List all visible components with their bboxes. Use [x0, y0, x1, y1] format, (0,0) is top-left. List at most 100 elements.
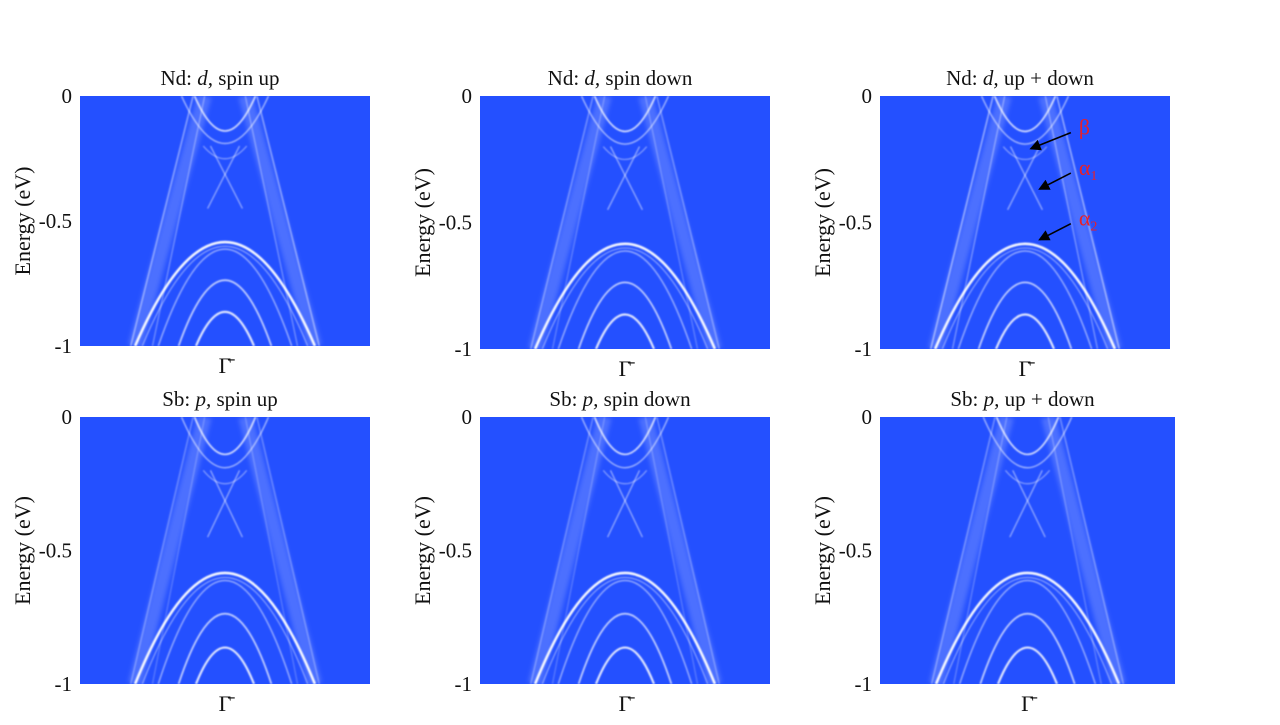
panel-title: Sb: p, spin down [549, 387, 691, 411]
band-structure [128, 96, 322, 346]
y-tick-label: -0.5 [839, 211, 872, 235]
sub-hole-band-1 [177, 279, 273, 346]
cone-upper-arc [602, 470, 648, 485]
bulk-continuum-right [238, 96, 322, 346]
hole-band-alpha2 [533, 571, 717, 684]
spectral-map-background [480, 96, 770, 349]
y-tick-label: 0 [62, 405, 73, 429]
outer-band-left [129, 417, 194, 684]
x-tick-label: Γ̄ [619, 691, 636, 716]
panel-title: Sb: p, up + down [950, 387, 1095, 411]
hole-band-alpha2-shadow [541, 577, 709, 684]
sub-hole-band-1 [577, 281, 673, 349]
hole-band-alpha1 [157, 580, 293, 684]
outer-band-right [656, 96, 721, 349]
electron-pocket-upper [593, 417, 657, 456]
y-tick-label: -1 [455, 337, 473, 361]
spectral-map-background [80, 417, 370, 684]
electron-pocket-upper [193, 96, 257, 132]
band-structure [528, 96, 722, 349]
inner-linear-band-right [644, 417, 699, 684]
y-axis-label: Energy (eV) [10, 167, 35, 276]
outer-band-right [256, 417, 321, 684]
outer-band-right [1059, 417, 1125, 684]
x-tick-label: Γ̄ [219, 691, 236, 716]
panel-2: Nd: d, spin down Energy (eV) 0 -0.5 -1 Γ̄ [410, 66, 770, 381]
hole-band-alpha2-shadow [941, 247, 1109, 349]
electron-pocket-outer [180, 96, 270, 144]
hole-band-alpha2 [533, 242, 717, 349]
annotation-arrow [1038, 172, 1072, 190]
annotation-label: α2 [1079, 206, 1098, 235]
panel-1: Nd: d, spin up Energy (eV) 0 -0.5 -1 Γ̄ [10, 66, 370, 378]
electron-pocket-outer [580, 96, 670, 145]
outer-band-left [929, 96, 994, 349]
hole-band-alpha2 [133, 240, 317, 346]
band-structure [528, 417, 722, 684]
panel-4: Sb: p, spin up Energy (eV) 0 -0.5 -1 Γ̄ [10, 387, 370, 716]
annotation-arrow [1038, 222, 1072, 241]
bulk-continuum-left [929, 417, 1014, 684]
y-axis-label: Energy (eV) [410, 168, 435, 277]
y-tick-label: 0 [462, 405, 473, 429]
bulk-continuum-left [128, 417, 212, 684]
electron-pocket-outer [980, 96, 1070, 145]
hole-band-alpha1 [557, 580, 693, 684]
hole-band-alpha2 [933, 242, 1117, 349]
hole-band-alpha2-shadow [942, 576, 1113, 684]
electron-pocket-upper [995, 417, 1060, 456]
sub-hole-band-2 [996, 646, 1059, 684]
bulk-continuum-right [638, 417, 722, 684]
electron-pocket-upper [193, 417, 257, 456]
outer-band-right [1056, 96, 1121, 349]
electron-pocket-outer [580, 417, 670, 469]
inner-linear-band-right [1044, 96, 1099, 349]
cone-upper-arc [1002, 146, 1048, 161]
cone-upper-arc [602, 146, 648, 161]
panel-title: Nd: d, spin down [548, 66, 693, 90]
cone-upper-arc [1004, 470, 1051, 485]
bulk-continuum-right [1041, 417, 1126, 684]
outer-band-right [256, 96, 321, 346]
panel-6: Sb: p, up + down Energy (eV) 0 -0.5 -1 Γ̄ [810, 387, 1175, 716]
y-tick-label: -0.5 [39, 209, 72, 233]
sub-hole-band-2 [194, 646, 256, 684]
hole-band-alpha2 [133, 571, 317, 684]
x-tick-label: Γ̄ [1019, 356, 1036, 381]
y-tick-label: -0.5 [839, 539, 872, 563]
x-tick-label: Γ̄ [619, 356, 636, 381]
y-tick-label: -1 [55, 334, 73, 358]
spectral-map-background [80, 96, 370, 346]
hole-band-alpha2 [934, 571, 1121, 684]
outer-band-left [930, 417, 996, 684]
y-tick-label: -0.5 [39, 539, 72, 563]
y-axis-label: Energy (eV) [810, 496, 835, 605]
y-tick-label: 0 [62, 84, 73, 108]
annotation-arrow [1029, 131, 1072, 151]
y-tick-label: -1 [855, 672, 873, 696]
band-structure [128, 417, 322, 684]
inner-linear-band-left [551, 96, 606, 349]
y-tick-label: -1 [55, 672, 73, 696]
inner-linear-band-right [644, 96, 699, 349]
inner-linear-band-right [244, 96, 299, 346]
x-tick-label: Γ̄ [1021, 691, 1038, 716]
panel-3: Nd: d, up + down Energy (eV) 0 -0.5 -1 Γ̄ β α1 α… [810, 66, 1170, 381]
sub-hole-band-2 [594, 313, 656, 349]
y-axis-label: Energy (eV) [10, 496, 35, 605]
y-axis-label: Energy (eV) [410, 496, 435, 605]
panel-title: Nd: d, up + down [946, 66, 1094, 90]
inner-linear-band-left [953, 417, 1008, 684]
y-tick-label: -0.5 [439, 539, 472, 563]
sub-hole-band-2 [994, 313, 1056, 349]
inner-linear-band-left [951, 96, 1006, 349]
y-tick-label: 0 [462, 84, 473, 108]
sub-hole-band-1 [979, 612, 1076, 684]
electron-pocket-upper [993, 96, 1057, 133]
electron-pocket-outer [180, 417, 270, 469]
electron-pocket-outer [982, 417, 1073, 469]
hole-band-alpha1 [157, 248, 293, 346]
sub-hole-band-1 [577, 612, 673, 684]
outer-band-right [656, 417, 721, 684]
